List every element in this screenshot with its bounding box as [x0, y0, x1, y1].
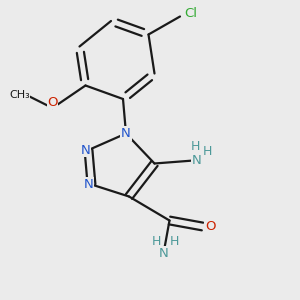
Text: N: N [84, 178, 93, 191]
Text: N: N [192, 154, 201, 167]
Text: H: H [169, 235, 179, 248]
Text: N: N [159, 247, 168, 260]
Text: N: N [121, 127, 131, 140]
Text: Cl: Cl [184, 7, 197, 20]
Text: H: H [190, 140, 200, 154]
Text: H: H [203, 145, 213, 158]
Text: H: H [151, 235, 161, 248]
Text: N: N [81, 143, 90, 157]
Text: CH₃: CH₃ [9, 89, 30, 100]
Text: O: O [47, 95, 58, 109]
Text: O: O [205, 220, 215, 233]
